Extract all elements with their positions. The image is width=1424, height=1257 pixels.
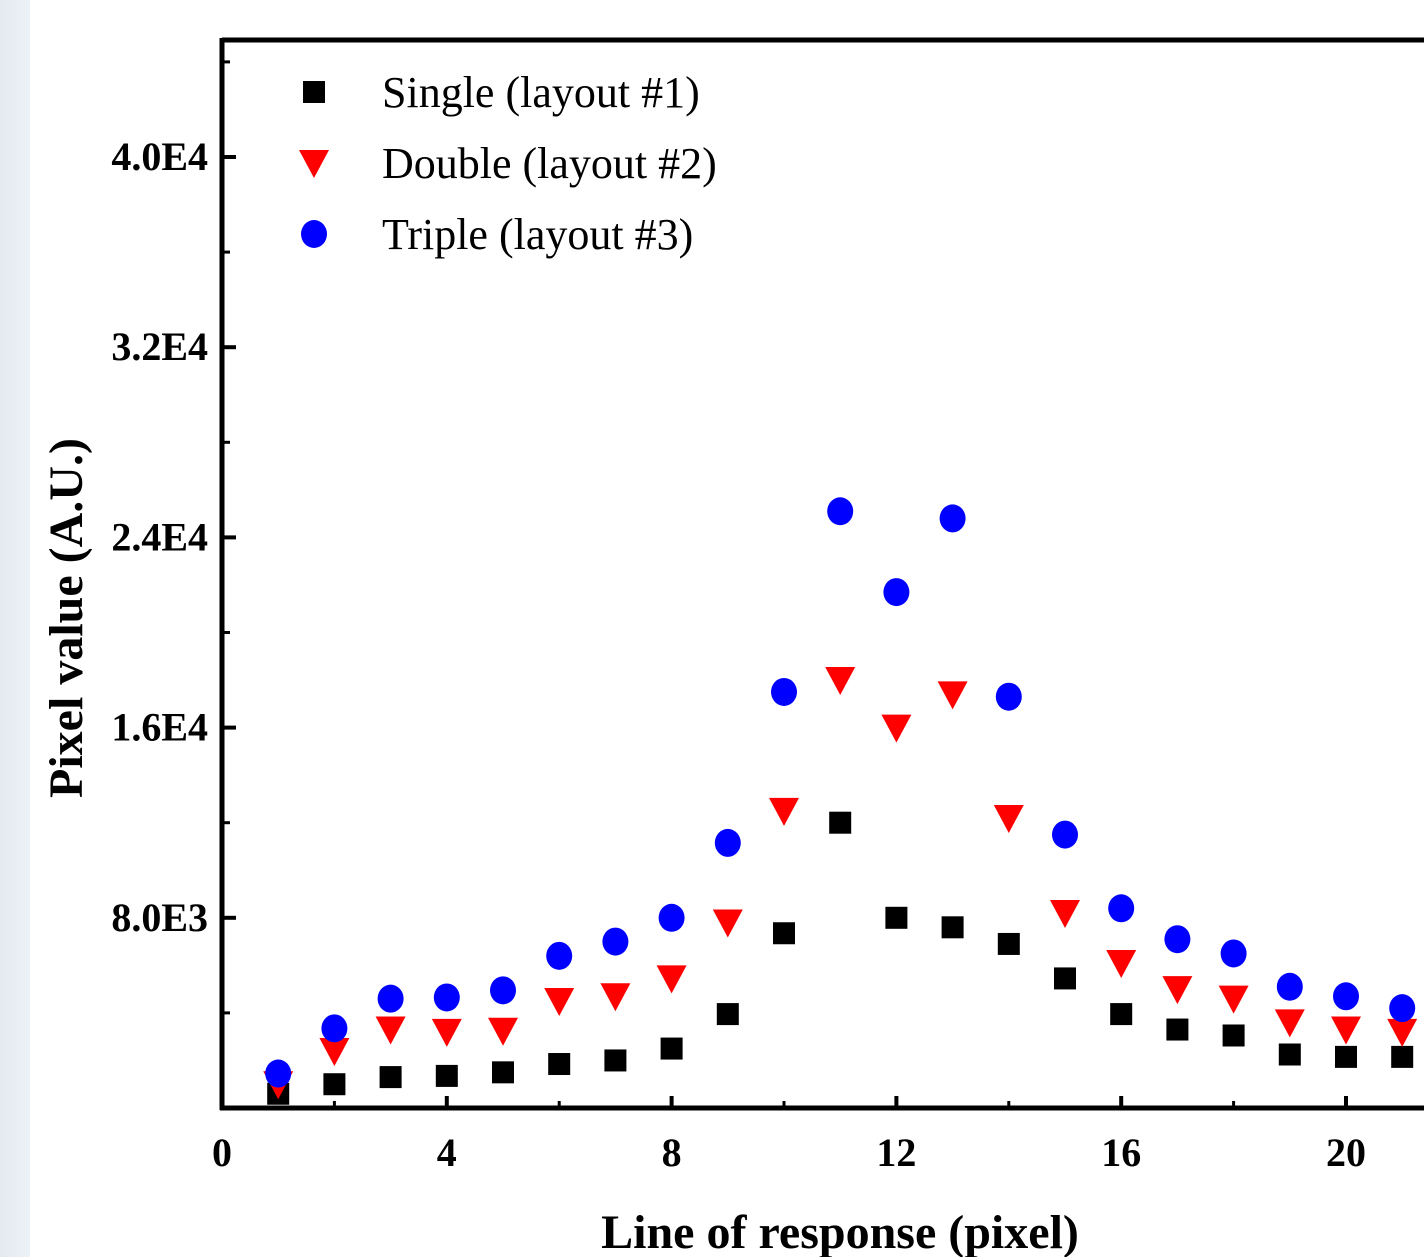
- series-3: [265, 497, 1416, 1088]
- legend-marker: [303, 81, 325, 103]
- data-point: [600, 983, 631, 1012]
- data-point: [825, 667, 856, 696]
- legend-marker: [301, 220, 327, 248]
- data-point: [1050, 900, 1080, 929]
- legend-label: Single (layout #1): [382, 68, 700, 117]
- data-point: [319, 1037, 350, 1066]
- data-point: [431, 1018, 462, 1047]
- data-point: [773, 922, 795, 945]
- x-tick-label: 4: [437, 1130, 457, 1175]
- data-point: [658, 903, 685, 932]
- data-point: [375, 1016, 406, 1045]
- data-point: [939, 504, 966, 533]
- data-point: [1106, 949, 1137, 978]
- data-point: [1218, 985, 1249, 1014]
- y-tick-label: 4.0E4: [111, 134, 208, 179]
- x-tick-label: 12: [876, 1130, 916, 1175]
- data-point: [714, 828, 741, 857]
- data-point: [1162, 976, 1193, 1005]
- data-point: [771, 677, 797, 706]
- y-tick-label: 3.2E4: [111, 324, 208, 369]
- data-point: [1276, 972, 1303, 1001]
- x-tick-label: 20: [1326, 1130, 1366, 1175]
- data-marks: [263, 497, 1418, 1105]
- legend-label: Double (layout #2): [382, 139, 717, 188]
- data-point: [604, 1049, 627, 1072]
- data-point: [885, 906, 908, 929]
- data-point: [1054, 967, 1076, 990]
- data-point: [548, 1053, 571, 1076]
- series-1: [267, 811, 1414, 1105]
- data-point: [323, 1073, 346, 1096]
- data-point: [1166, 1018, 1189, 1041]
- data-point: [1335, 1045, 1357, 1068]
- data-point: [883, 578, 910, 607]
- data-point: [656, 965, 687, 994]
- data-point: [716, 1003, 739, 1026]
- data-point: [1164, 925, 1191, 954]
- ticks: 0 4 8 12 16 20 8.0E3 1.6E4 2.4E4 3.2E4 4.0E4: [111, 60, 1366, 1175]
- data-point: [321, 1014, 348, 1043]
- data-point: [544, 988, 575, 1017]
- data-point: [995, 682, 1022, 711]
- x-tick-label: 16: [1101, 1130, 1141, 1175]
- data-point: [993, 804, 1024, 833]
- data-point: [1387, 1018, 1418, 1047]
- x-tick-label: 0: [212, 1130, 232, 1175]
- x-axis-title: Line of response (pixel): [601, 1206, 1079, 1257]
- data-point: [433, 983, 460, 1012]
- page-side-strip: [0, 0, 30, 1257]
- legend-label: Triple (layout #3): [382, 210, 693, 259]
- data-point: [829, 811, 852, 834]
- data-point: [492, 1061, 514, 1084]
- y-tick-label: 8.0E3: [111, 895, 208, 940]
- data-point: [1052, 820, 1078, 849]
- data-point: [1333, 982, 1359, 1011]
- data-point: [827, 497, 854, 526]
- y-axis-title: Pixel value (A.U.): [40, 438, 93, 798]
- data-point: [490, 976, 516, 1005]
- data-point: [712, 909, 743, 938]
- y-tick-label: 1.6E4: [111, 705, 208, 750]
- data-point: [1108, 894, 1135, 923]
- legend-marker: [299, 150, 329, 178]
- data-point: [377, 984, 404, 1013]
- data-point: [1391, 1045, 1414, 1068]
- data-point: [1389, 994, 1416, 1023]
- legend: Single (layout #1) Double (layout #2) Trip…: [299, 68, 717, 259]
- data-point: [941, 916, 964, 939]
- data-point: [1220, 939, 1247, 968]
- x-tick-label: 8: [662, 1130, 682, 1175]
- data-point: [769, 797, 799, 826]
- axes: [219, 37, 1424, 1111]
- series-2: [263, 667, 1418, 1100]
- data-point: [602, 927, 629, 956]
- data-point: [379, 1066, 402, 1089]
- data-point: [546, 941, 573, 970]
- data-point: [997, 932, 1020, 955]
- data-point: [1331, 1016, 1361, 1045]
- data-point: [1278, 1043, 1301, 1066]
- data-point: [881, 714, 912, 743]
- data-point: [1274, 1009, 1305, 1038]
- data-point: [1110, 1003, 1133, 1026]
- data-point: [435, 1064, 458, 1087]
- data-point: [660, 1037, 683, 1060]
- data-point: [488, 1017, 518, 1046]
- data-point: [937, 681, 968, 710]
- data-point: [265, 1059, 292, 1088]
- y-tick-label: 2.4E4: [111, 514, 208, 559]
- data-point: [1222, 1024, 1245, 1047]
